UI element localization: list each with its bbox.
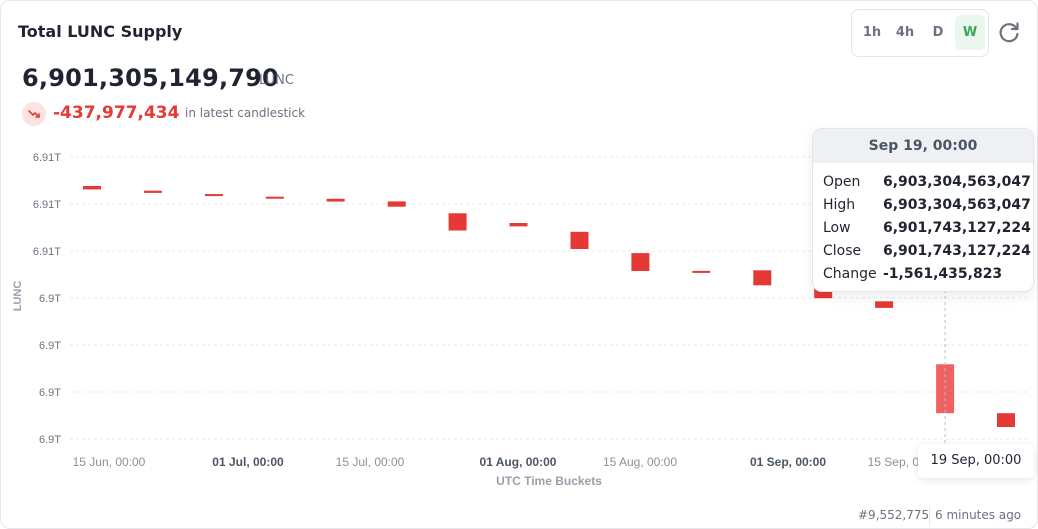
y-tick-label: 6.9T <box>39 340 61 352</box>
tooltip-value: 6,901,743,127,224 <box>883 243 1031 259</box>
tooltip-label: Low <box>823 220 851 236</box>
y-tick-label: 6.91T <box>33 199 61 211</box>
candle[interactable] <box>814 288 833 299</box>
candle[interactable] <box>509 223 528 227</box>
tooltip-value: 6,903,304,563,047 <box>883 197 1031 213</box>
x-tick-label: 15 Jul, 00:00 <box>336 455 405 469</box>
crosshair-date-label: 19 Sep, 00:00 <box>918 444 1034 478</box>
y-tick-label: 6.91T <box>33 152 61 164</box>
x-tick-label: 01 Sep, 00:00 <box>750 455 826 469</box>
tooltip-value: -1,561,435,823 <box>883 266 1003 282</box>
candle[interactable] <box>387 201 406 207</box>
candle[interactable] <box>997 413 1015 427</box>
candle[interactable] <box>143 190 162 193</box>
x-tick-label: 01 Jul, 00:00 <box>212 455 284 469</box>
latest-change-note: in latest candlestick <box>185 106 306 120</box>
candle[interactable] <box>83 186 101 190</box>
y-tick-label: 6.9T <box>39 293 61 305</box>
timeframe-d-button[interactable]: D <box>932 25 944 40</box>
tooltip-row-high: High 6,903,304,563,047 <box>823 197 1031 213</box>
x-tick-label: 15 Aug, 00:00 <box>603 455 677 469</box>
candle[interactable] <box>265 196 284 199</box>
total-supply-value: 6,901,305,149,790 <box>22 64 279 92</box>
timeframe-4h-button[interactable]: 4h <box>895 25 915 40</box>
candle[interactable] <box>692 270 711 273</box>
block-number: #9,552,775 <box>858 508 930 522</box>
tooltip-label: Close <box>823 243 862 259</box>
x-tick-label: 01 Aug, 00:00 <box>480 455 557 469</box>
x-tick-label: 15 Jun, 00:00 <box>73 455 146 469</box>
trend-down-icon <box>22 102 46 126</box>
tooltip-row-change: Change -1,561,435,823 <box>823 266 1002 282</box>
tooltip-row-close: Close 6,901,743,127,224 <box>823 243 1031 259</box>
tooltip-row-low: Low 6,901,743,127,224 <box>823 220 1031 236</box>
tooltip-value: 6,903,304,563,047 <box>883 174 1031 190</box>
tooltip-label: High <box>823 197 856 213</box>
y-tick-label: 6.9T <box>39 387 61 399</box>
candle[interactable] <box>448 213 467 231</box>
candles <box>83 186 1015 427</box>
x-axis-ticks: 15 Jun, 00:00 01 Jul, 00:00 15 Jul, 00:00 0… <box>73 455 943 469</box>
candle[interactable] <box>570 231 589 249</box>
y-tick-label: 6.91T <box>33 246 61 258</box>
y-tick-label: 6.9T <box>39 434 61 446</box>
candle[interactable] <box>753 270 772 286</box>
tooltip-value: 6,901,743,127,224 <box>883 220 1031 236</box>
total-supply-unit: LUNC <box>259 73 294 88</box>
footer-divider <box>929 507 930 525</box>
timeframe-w-button[interactable]: W <box>955 15 985 50</box>
tooltip-label: Open <box>823 174 861 190</box>
candle[interactable] <box>326 198 345 202</box>
tooltip-date: Sep 19, 00:00 <box>813 129 1033 163</box>
tooltip-label: Change <box>823 266 877 282</box>
candle[interactable] <box>204 194 223 197</box>
timeframe-1h-button[interactable]: 1h <box>862 25 882 40</box>
y-axis-ticks: 6.91T 6.91T 6.91T 6.9T 6.9T 6.9T 6.9T <box>33 152 61 446</box>
page-title: Total LUNC Supply <box>18 22 183 41</box>
x-axis-label: UTC Time Buckets <box>496 474 602 488</box>
timeframe-selector: 1h 4h D W <box>851 9 989 57</box>
candle[interactable] <box>631 253 650 271</box>
tooltip-row-open: Open 6,903,304,563,047 <box>823 174 1031 190</box>
y-axis-label: LUNC <box>12 281 24 312</box>
refresh-icon[interactable] <box>995 19 1023 47</box>
latest-change-value: -437,977,434 <box>53 103 180 123</box>
candle-tooltip: Sep 19, 00:00 Open 6,903,304,563,047 High… <box>812 128 1034 292</box>
last-updated: 6 minutes ago <box>935 508 1022 522</box>
candle[interactable] <box>875 301 894 308</box>
